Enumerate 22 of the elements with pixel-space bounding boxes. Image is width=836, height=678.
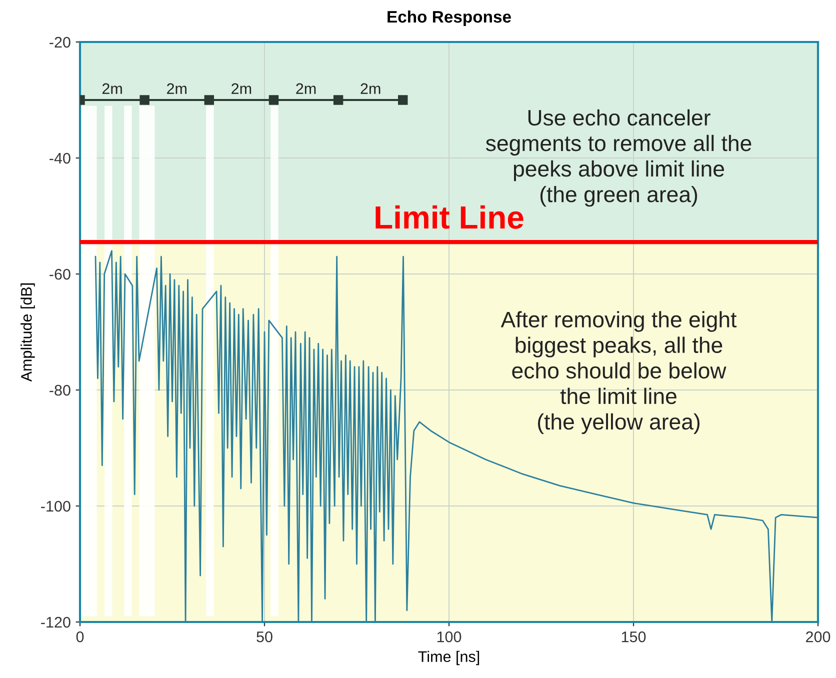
x-tick-label: 50 bbox=[256, 631, 272, 642]
annotation: 2m bbox=[296, 83, 316, 94]
y-tick-label: -60 bbox=[50, 268, 70, 280]
y-tick-label: -20 bbox=[50, 36, 70, 48]
annotation: 2m bbox=[167, 83, 186, 94]
annotation: 2m bbox=[102, 83, 122, 94]
x-tick-label: 150 bbox=[622, 631, 646, 642]
chart-title: Echo Response bbox=[388, 10, 511, 26]
annotation: 2m bbox=[360, 83, 380, 94]
y-tick-label: -120 bbox=[41, 616, 70, 628]
x-axis-title: Time [ns] bbox=[418, 650, 480, 666]
x-tick-label: 200 bbox=[806, 631, 830, 642]
y-axis-title: Amplitude [dB] bbox=[20, 283, 35, 382]
y-tick-label: -40 bbox=[50, 152, 70, 164]
y-tick-label: -100 bbox=[41, 500, 70, 512]
annotation: Use echo canceler segments to remove all the peeks above limit line (the green area) bbox=[486, 109, 752, 207]
annotation: 2m bbox=[232, 83, 252, 94]
x-tick-label: 0 bbox=[76, 631, 84, 642]
ref-line-label: Limit Line bbox=[376, 205, 524, 229]
annotation: After removing the eight biggest peaks, all the echo should be below the limit line (the yellow area) bbox=[500, 311, 737, 434]
x-tick-label: 100 bbox=[437, 631, 462, 642]
y-tick-label: -80 bbox=[50, 384, 70, 396]
